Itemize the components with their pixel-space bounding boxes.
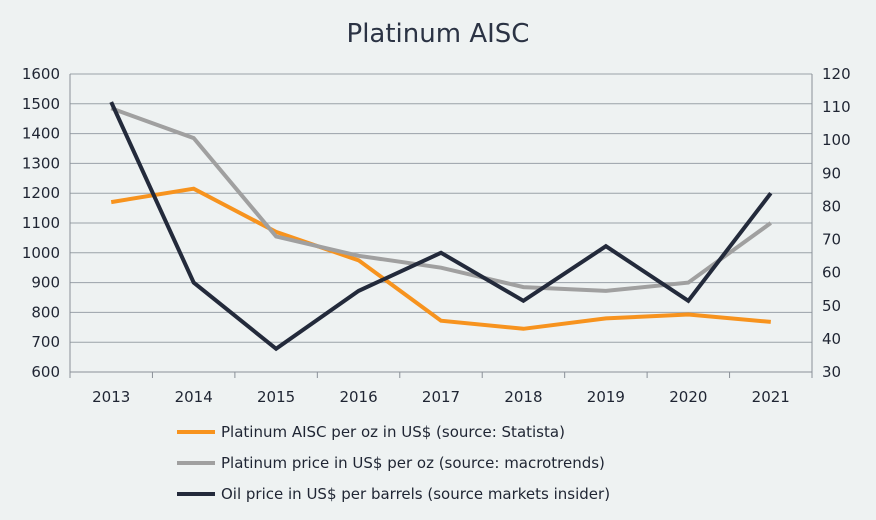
right-tick-label: 80 [822, 197, 841, 215]
left-tick-label: 700 [31, 333, 60, 351]
left-tick-label: 1400 [22, 125, 60, 143]
left-tick-label: 600 [31, 363, 60, 381]
right-tick-label: 70 [822, 231, 841, 249]
right-tick-label: 90 [822, 164, 841, 182]
series-lines [109, 101, 773, 352]
right-tick-label: 110 [822, 98, 851, 116]
right-tick-label: 100 [822, 131, 851, 149]
x-tick-label: 2013 [92, 388, 130, 406]
left-tick-label: 1500 [22, 95, 60, 113]
left-tick-label: 800 [31, 303, 60, 321]
left-tick-label: 1300 [22, 154, 60, 172]
right-tick-label: 50 [822, 297, 841, 315]
chart-title: Platinum AISC [347, 19, 530, 49]
right-tick-label: 120 [822, 65, 851, 83]
left-axis-ticks: 600 700 800 900 1000 1100 1200 1300 1400 1500 1600 [22, 65, 60, 381]
left-tick-label: 900 [31, 274, 60, 292]
right-tick-label: 60 [822, 264, 841, 282]
left-tick-label: 1200 [22, 184, 60, 202]
x-tick-label: 2017 [422, 388, 460, 406]
legend-label-2: Platinum price in US$ per oz (source: ma… [221, 454, 605, 472]
x-tick-label: 2019 [587, 388, 625, 406]
right-axis-ticks: 30 40 50 60 70 80 90 100 110 120 [822, 65, 851, 381]
right-tick-label: 30 [822, 363, 841, 381]
series-line-3 [109, 101, 773, 352]
x-axis-ticks: 2013 2014 2015 2016 2017 2018 2019 2020 2021 [92, 388, 790, 406]
series-line-2 [110, 106, 772, 293]
legend-label-1: Platinum AISC per oz in US$ (source: Sta… [221, 423, 565, 441]
x-tick-label: 2014 [175, 388, 213, 406]
axes [69, 74, 813, 378]
gridlines [70, 73, 812, 373]
x-tick-label: 2016 [339, 388, 377, 406]
legend-label-3: Oil price in US$ per barrels (source mar… [221, 485, 610, 503]
legend: Platinum AISC per oz in US$ (source: Sta… [177, 423, 610, 503]
x-tick-label: 2021 [752, 388, 790, 406]
x-tick-label: 2018 [504, 388, 542, 406]
x-tick-label: 2015 [257, 388, 295, 406]
right-tick-label: 40 [822, 330, 841, 348]
series-line-1 [110, 186, 771, 331]
left-tick-label: 1000 [22, 244, 60, 262]
left-tick-label: 1600 [22, 65, 60, 83]
left-tick-label: 1100 [22, 214, 60, 232]
x-tick-label: 2020 [669, 388, 707, 406]
